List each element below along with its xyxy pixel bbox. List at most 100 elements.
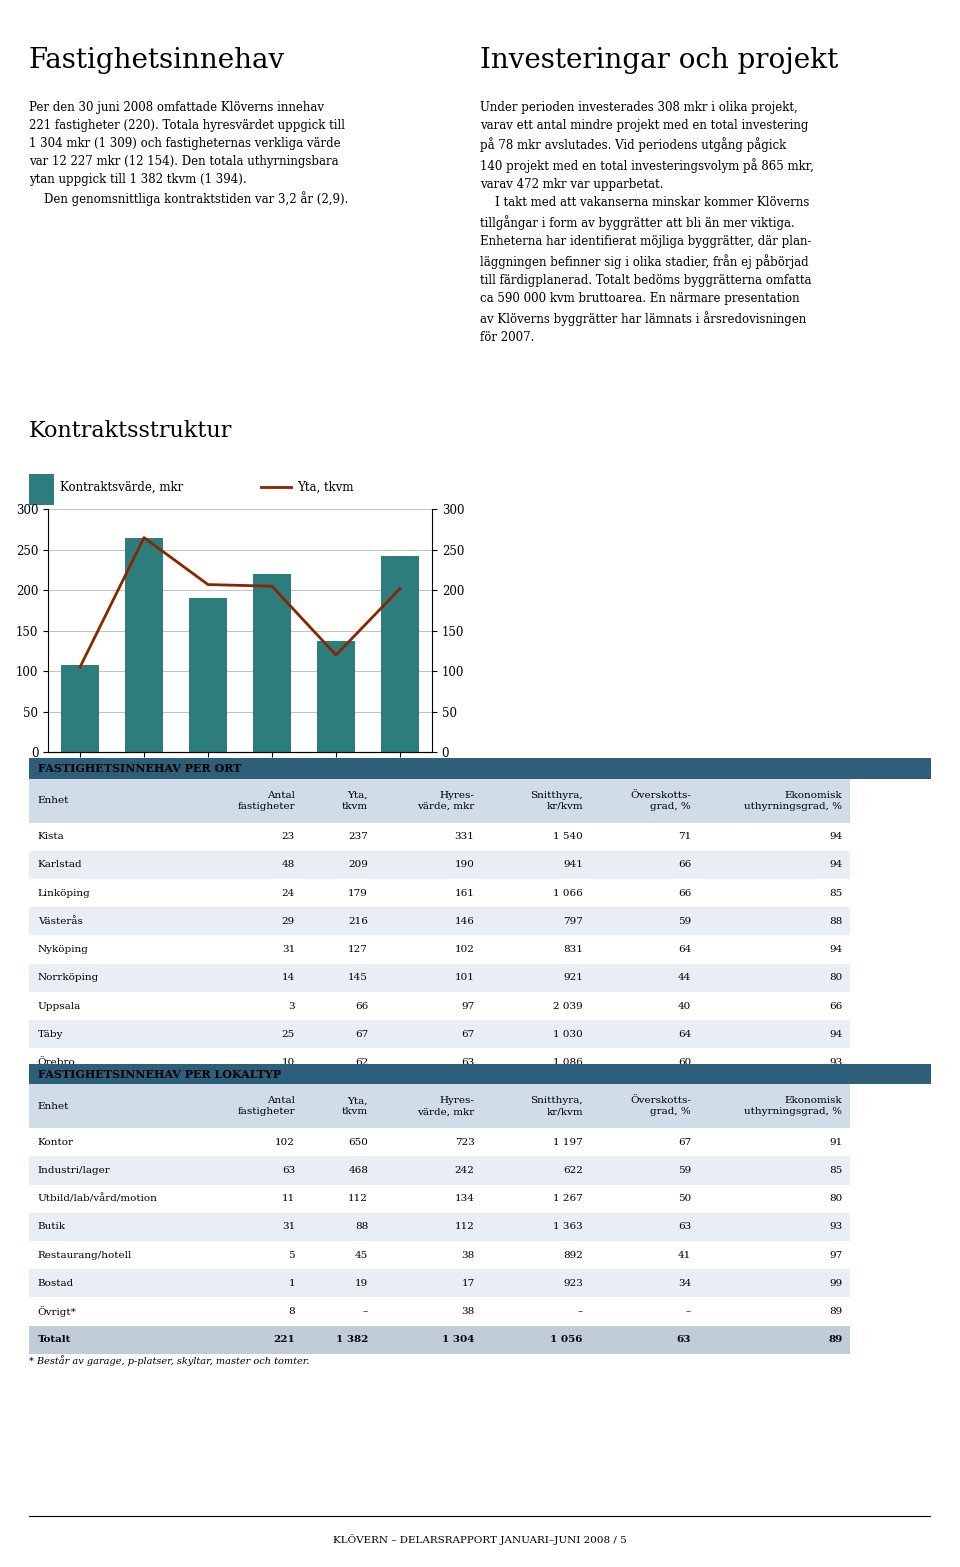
Text: 242: 242 xyxy=(455,1166,474,1175)
Text: Per den 30 juni 2008 omfattade Klöverns innehav
221 fastigheter (220). Totala hy: Per den 30 juni 2008 omfattade Klöverns … xyxy=(29,100,348,207)
Text: 161: 161 xyxy=(455,888,474,898)
Text: 1 382: 1 382 xyxy=(336,1335,368,1344)
Text: 5: 5 xyxy=(288,1250,295,1260)
Text: 85: 85 xyxy=(829,1166,842,1175)
Text: 89: 89 xyxy=(829,1307,842,1316)
Text: FASTIGHETSINNEHAV PER ORT: FASTIGHETSINNEHAV PER ORT xyxy=(37,763,241,774)
Text: 97: 97 xyxy=(829,1250,842,1260)
Text: Enhet: Enhet xyxy=(37,1102,69,1111)
Text: 46: 46 xyxy=(462,1086,474,1095)
Text: Antal
fastigheter: Antal fastigheter xyxy=(237,791,295,810)
Text: 59: 59 xyxy=(678,1166,691,1175)
Text: Snitthyra,
kr/kvm: Snitthyra, kr/kvm xyxy=(530,1097,583,1116)
Text: 237: 237 xyxy=(348,832,368,841)
Text: Kista: Kista xyxy=(37,832,64,841)
Text: 1 030: 1 030 xyxy=(553,1030,583,1039)
Text: 71: 71 xyxy=(678,832,691,841)
Text: 31: 31 xyxy=(281,945,295,954)
Text: 99: 99 xyxy=(829,1279,842,1288)
Text: FASTIGHETSINNEHAV PER LOKALTYP: FASTIGHETSINNEHAV PER LOKALTYP xyxy=(37,1069,281,1080)
Text: 66: 66 xyxy=(678,860,691,870)
Text: Yta,
tkvm: Yta, tkvm xyxy=(342,1097,368,1116)
Text: Investeringar och projekt: Investeringar och projekt xyxy=(480,47,838,74)
Text: Örebro: Örebro xyxy=(37,1058,76,1067)
Text: 41: 41 xyxy=(678,1250,691,1260)
Text: 468: 468 xyxy=(348,1166,368,1175)
Text: Hyres-
värde, mkr: Hyres- värde, mkr xyxy=(418,791,474,810)
Text: 91: 91 xyxy=(829,1138,842,1147)
Text: Totalt: Totalt xyxy=(37,1114,71,1124)
Text: 10: 10 xyxy=(281,1058,295,1067)
Text: 112: 112 xyxy=(348,1194,368,1203)
Text: 14: 14 xyxy=(281,973,295,983)
Text: 44: 44 xyxy=(678,973,691,983)
Text: 179: 179 xyxy=(348,888,368,898)
Text: Karlstad: Karlstad xyxy=(37,860,83,870)
Text: Uppsala: Uppsala xyxy=(37,1001,81,1011)
Text: 127: 127 xyxy=(348,945,368,954)
Text: 892: 892 xyxy=(563,1250,583,1260)
Text: Täby: Täby xyxy=(37,1030,63,1039)
Text: 62: 62 xyxy=(355,1058,368,1067)
Text: Kontraktsstruktur: Kontraktsstruktur xyxy=(29,420,232,442)
Text: 67: 67 xyxy=(462,1030,474,1039)
Text: 80: 80 xyxy=(829,1194,842,1203)
Text: 74: 74 xyxy=(355,1086,368,1095)
Text: 63: 63 xyxy=(677,1335,691,1344)
Text: 209: 209 xyxy=(348,860,368,870)
Text: Kontor: Kontor xyxy=(37,1138,74,1147)
Text: 67: 67 xyxy=(355,1030,368,1039)
Text: 64: 64 xyxy=(678,945,691,954)
Text: 1 363: 1 363 xyxy=(553,1222,583,1232)
Text: 94: 94 xyxy=(829,832,842,841)
Text: Fastighetsinnehav: Fastighetsinnehav xyxy=(29,47,285,74)
Text: 66: 66 xyxy=(678,888,691,898)
Bar xyxy=(125,537,163,752)
Text: Kontraktsvärde, mkr: Kontraktsvärde, mkr xyxy=(60,481,183,494)
Text: 146: 146 xyxy=(455,917,474,926)
Text: 63: 63 xyxy=(678,1222,691,1232)
Text: 95: 95 xyxy=(829,1086,842,1095)
Text: 2 039: 2 039 xyxy=(553,1001,583,1011)
Text: 45: 45 xyxy=(355,1250,368,1260)
Text: 1 197: 1 197 xyxy=(553,1138,583,1147)
Text: 48: 48 xyxy=(281,860,295,870)
Text: 89: 89 xyxy=(828,1114,842,1124)
Text: 1: 1 xyxy=(288,1279,295,1288)
Text: 221: 221 xyxy=(274,1335,295,1344)
Text: Överskotts-
grad, %: Överskotts- grad, % xyxy=(631,1097,691,1116)
Text: 622: 622 xyxy=(563,1166,583,1175)
Text: 60: 60 xyxy=(678,1058,691,1067)
Text: 1 056: 1 056 xyxy=(550,1335,583,1344)
Text: 94: 94 xyxy=(829,860,842,870)
Text: 650: 650 xyxy=(348,1138,368,1147)
Text: Övrigt*: Övrigt* xyxy=(37,1307,77,1316)
Text: 63: 63 xyxy=(677,1114,691,1124)
Text: Ekonomisk
uthyrningsgrad, %: Ekonomisk uthyrningsgrad, % xyxy=(744,791,842,810)
Text: 831: 831 xyxy=(563,945,583,954)
Text: 923: 923 xyxy=(563,1279,583,1288)
Text: 636: 636 xyxy=(563,1086,583,1095)
Bar xyxy=(60,664,99,752)
Text: 66: 66 xyxy=(355,1001,368,1011)
Text: 89: 89 xyxy=(828,1335,842,1344)
Text: 221: 221 xyxy=(274,1114,295,1124)
Text: Enhet: Enhet xyxy=(37,796,69,805)
Text: * Består av garage, p-platser, skyltar, master och tomter.: * Består av garage, p-platser, skyltar, … xyxy=(29,1355,309,1365)
Text: 64: 64 xyxy=(678,1030,691,1039)
Text: Västerås: Västerås xyxy=(37,917,83,926)
Text: 1 056: 1 056 xyxy=(550,1114,583,1124)
Text: 331: 331 xyxy=(455,832,474,841)
Text: 17: 17 xyxy=(462,1279,474,1288)
Text: 93: 93 xyxy=(829,1058,842,1067)
Text: 102: 102 xyxy=(455,945,474,954)
Text: 34: 34 xyxy=(678,1279,691,1288)
Text: 31: 31 xyxy=(281,1222,295,1232)
Text: 94: 94 xyxy=(829,1030,842,1039)
Text: 23: 23 xyxy=(281,832,295,841)
Bar xyxy=(29,475,54,505)
Text: 797: 797 xyxy=(563,917,583,926)
Text: 63: 63 xyxy=(462,1058,474,1067)
Text: Norrköping: Norrköping xyxy=(37,973,99,983)
Text: 1 086: 1 086 xyxy=(553,1058,583,1067)
